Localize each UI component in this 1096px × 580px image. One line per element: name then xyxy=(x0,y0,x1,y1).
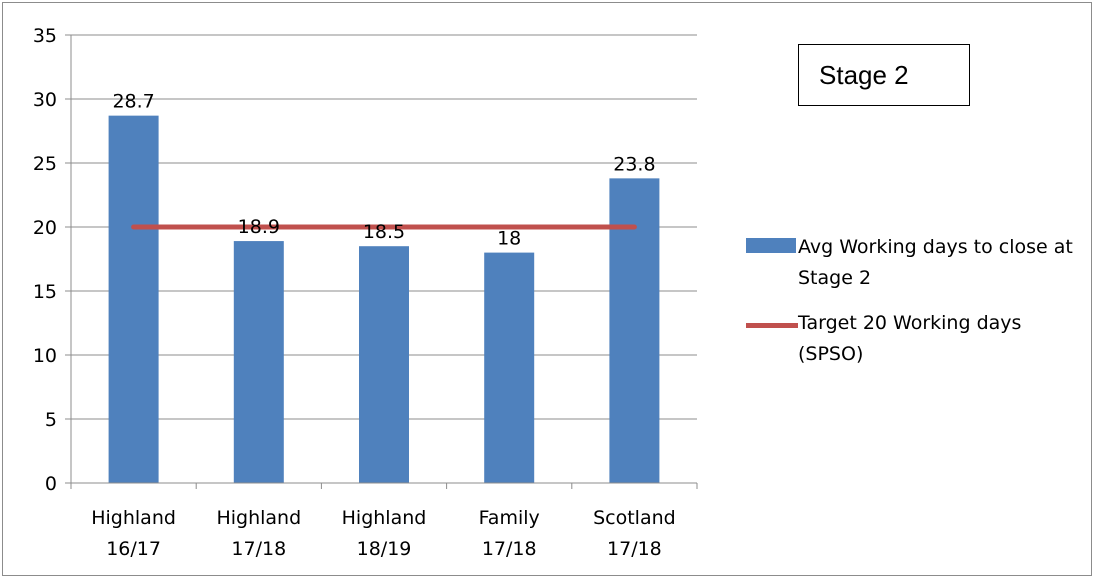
bar xyxy=(359,246,409,483)
legend-swatch-bar xyxy=(746,238,796,253)
legend-label-line: Target 20 Working days (SPSO) xyxy=(798,312,1022,365)
data-label: 18.5 xyxy=(363,221,405,243)
y-tick-label: 20 xyxy=(33,217,57,239)
y-tick-label: 30 xyxy=(33,89,57,111)
chart-title: Stage 2 xyxy=(798,44,970,106)
legend-label-bar: Avg Working days to close at Stage 2 xyxy=(798,236,1073,289)
legend: Avg Working days to close at Stage 2 Tar… xyxy=(746,232,1091,384)
bar xyxy=(484,252,535,483)
x-tick-label: Highland xyxy=(91,507,176,529)
x-tick-label: 18/19 xyxy=(357,538,412,560)
gridlines xyxy=(71,34,697,420)
x-tick-label: 17/18 xyxy=(607,538,662,560)
y-tick-label: 10 xyxy=(33,345,57,367)
x-tick-label: 17/18 xyxy=(231,538,286,560)
bars xyxy=(108,115,660,484)
y-tick-label: 0 xyxy=(45,473,57,495)
x-tick-label: Scotland xyxy=(593,507,676,529)
x-tick-label: 16/17 xyxy=(106,538,161,560)
x-tick-label: 17/18 xyxy=(482,538,537,560)
y-tick-label: 15 xyxy=(33,281,57,303)
bar xyxy=(609,178,660,484)
y-tick-label: 35 xyxy=(33,25,57,47)
bar xyxy=(233,241,284,483)
data-labels: 28.7 18.9 18.5 18 23.8 xyxy=(112,91,655,250)
data-label: 18 xyxy=(497,228,521,250)
data-label: 18.9 xyxy=(238,216,280,238)
legend-swatch-line xyxy=(746,323,798,328)
y-tick-label: 25 xyxy=(33,153,57,175)
data-label: 28.7 xyxy=(112,91,154,113)
legend-item-bar: Avg Working days to close at Stage 2 xyxy=(746,232,1091,308)
x-tick-label: Family xyxy=(479,507,540,529)
axes: 0 5 10 15 20 25 30 35 Highland 16/17 Highland 17/18… xyxy=(33,25,698,560)
y-tick-label: 5 xyxy=(45,409,57,431)
bar xyxy=(108,115,159,483)
data-label: 23.8 xyxy=(613,153,655,175)
x-tick-label: Highland xyxy=(342,507,427,529)
legend-item-line: Target 20 Working days (SPSO) xyxy=(746,308,1091,384)
x-tick-label: Highland xyxy=(216,507,301,529)
